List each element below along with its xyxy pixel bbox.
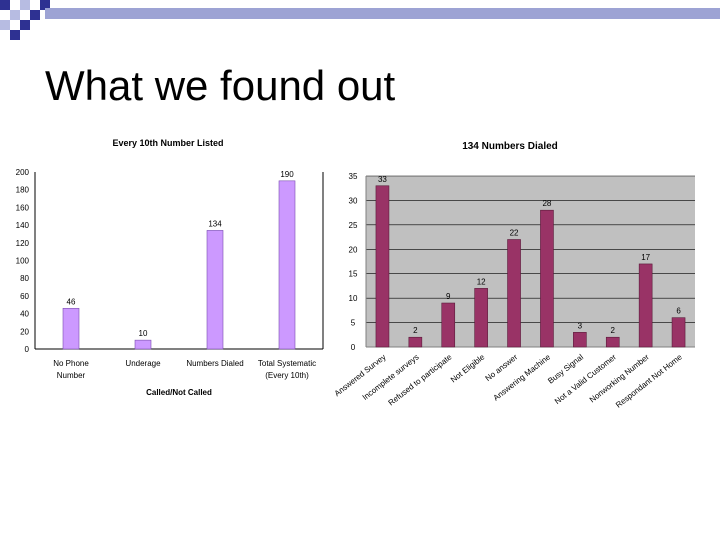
slide-title: What we found out xyxy=(45,62,396,109)
corner-decoration xyxy=(0,0,60,45)
y-tick-label: 60 xyxy=(20,292,29,301)
y-tick-label: 5 xyxy=(351,319,356,328)
bar xyxy=(540,209,554,348)
data-label: 2 xyxy=(413,326,418,335)
x-tick-label: No Phone Number xyxy=(53,359,89,380)
x-tick-label: Not a Valid Customer xyxy=(553,352,618,406)
y-tick-label: 180 xyxy=(16,186,30,195)
data-label: 9 xyxy=(446,292,451,301)
bar xyxy=(206,230,224,350)
y-tick-label: 10 xyxy=(349,294,358,303)
bar xyxy=(671,317,686,348)
x-tick-label: Underage xyxy=(125,359,161,368)
x-tick-label: Numbers Dialed xyxy=(186,359,243,368)
bar xyxy=(441,302,456,348)
x-tick-label: Not Eligible xyxy=(449,352,487,384)
y-tick-label: 20 xyxy=(349,245,358,254)
bar xyxy=(605,336,620,348)
y-tick-label: 0 xyxy=(25,345,30,354)
bar xyxy=(573,332,587,348)
y-tick-label: 35 xyxy=(349,172,358,181)
bar xyxy=(507,239,521,348)
y-tick-label: 20 xyxy=(20,327,29,336)
x-tick-label: Nonworking Number xyxy=(588,352,651,404)
data-label: 22 xyxy=(510,229,519,238)
data-label: 33 xyxy=(378,175,387,184)
x-tick-label: Refused to participate xyxy=(387,352,454,407)
y-tick-label: 200 xyxy=(16,168,30,177)
bar xyxy=(62,307,80,350)
data-label: 28 xyxy=(542,199,551,208)
y-tick-label: 140 xyxy=(16,221,30,230)
bar xyxy=(134,339,152,350)
bar xyxy=(408,336,423,348)
data-label: 17 xyxy=(641,253,650,262)
data-label: 2 xyxy=(611,326,616,335)
y-tick-label: 40 xyxy=(20,310,29,319)
y-tick-label: 120 xyxy=(16,239,30,248)
data-label: 46 xyxy=(67,297,76,306)
data-label: 190 xyxy=(280,170,294,179)
data-label: 134 xyxy=(208,219,222,228)
y-tick-label: 80 xyxy=(20,274,29,283)
y-tick-label: 160 xyxy=(16,203,30,212)
bar xyxy=(278,180,296,350)
chart-title: Every 10th Number Listed xyxy=(112,138,223,148)
data-label: 12 xyxy=(477,277,486,286)
data-label: 10 xyxy=(139,329,148,338)
x-tick-label: Answering Machine xyxy=(492,352,553,402)
y-tick-label: 15 xyxy=(349,270,358,279)
y-tick-label: 100 xyxy=(16,257,30,266)
chart-title: 134 Numbers Dialed xyxy=(462,141,558,152)
x-axis-title: Called/Not Called xyxy=(146,388,212,397)
data-label: 3 xyxy=(578,321,583,330)
data-label: 6 xyxy=(676,307,681,316)
y-tick-label: 30 xyxy=(349,196,358,205)
bar xyxy=(375,185,390,348)
bar xyxy=(474,288,488,348)
bar xyxy=(638,263,653,348)
header-band xyxy=(45,8,720,19)
x-tick-label: Incomplete surveys xyxy=(361,352,421,402)
x-tick-label: Total Systematic (Every 10th) xyxy=(258,359,316,380)
y-tick-label: 0 xyxy=(351,343,356,352)
y-tick-label: 25 xyxy=(349,221,358,230)
